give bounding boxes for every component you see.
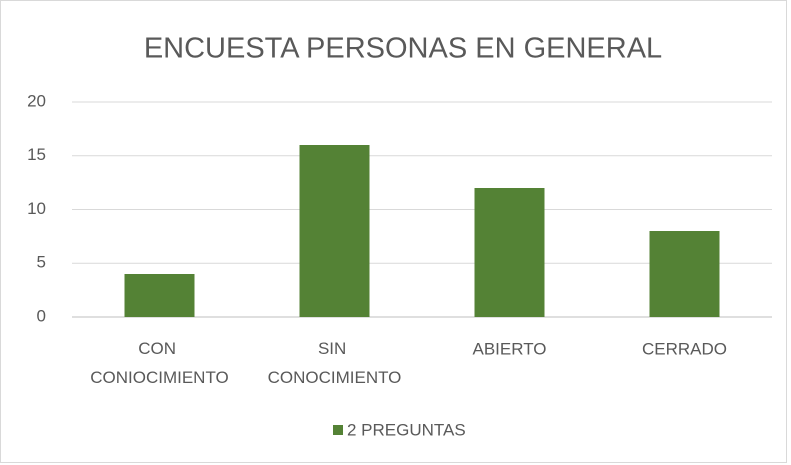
bar: [474, 188, 545, 317]
bar: [299, 145, 370, 317]
x-tick-label: CERRADO: [642, 339, 727, 358]
y-tick-label: 10: [27, 199, 46, 218]
x-tick-label: ABIERTO: [472, 339, 546, 358]
y-tick-label: 0: [37, 306, 46, 325]
bar: [124, 274, 195, 317]
x-tick-label: SIN CONOCIMIENTO: [268, 339, 402, 387]
x-tick-label: CON CONIOCIMIENTO: [90, 339, 229, 387]
y-tick-label: 20: [27, 91, 46, 110]
legend-label: 2 PREGUNTAS: [347, 420, 466, 439]
chart-title: ENCUESTA PERSONAS EN GENERAL: [144, 33, 662, 65]
y-tick-label: 15: [27, 145, 46, 164]
legend-swatch: [333, 425, 343, 435]
bar: [649, 231, 720, 317]
y-tick-label: 5: [37, 253, 46, 272]
